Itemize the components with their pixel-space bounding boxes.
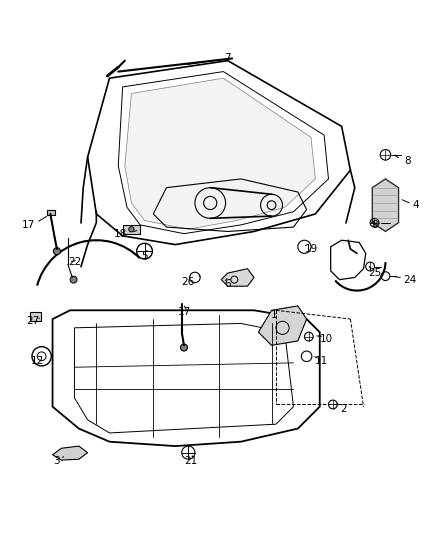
Text: 21: 21 bbox=[184, 456, 197, 466]
Circle shape bbox=[53, 248, 60, 255]
Text: 12: 12 bbox=[31, 356, 44, 366]
Polygon shape bbox=[258, 306, 307, 345]
FancyBboxPatch shape bbox=[123, 225, 140, 233]
Text: 17: 17 bbox=[177, 308, 191, 318]
Text: 26: 26 bbox=[182, 277, 195, 287]
Text: 18: 18 bbox=[114, 229, 127, 239]
Text: 17: 17 bbox=[22, 220, 35, 230]
Text: 6: 6 bbox=[224, 279, 231, 289]
Text: 5: 5 bbox=[141, 251, 148, 261]
Text: 1: 1 bbox=[270, 310, 277, 320]
Polygon shape bbox=[125, 78, 315, 229]
Text: 2: 2 bbox=[340, 404, 347, 414]
Text: 19: 19 bbox=[304, 244, 318, 254]
Text: 3: 3 bbox=[53, 456, 60, 466]
Text: 10: 10 bbox=[320, 334, 333, 344]
Polygon shape bbox=[53, 446, 88, 460]
FancyBboxPatch shape bbox=[47, 209, 55, 215]
Text: 7: 7 bbox=[224, 53, 231, 63]
Text: 8: 8 bbox=[371, 220, 378, 230]
Circle shape bbox=[129, 227, 134, 232]
Text: 8: 8 bbox=[404, 156, 411, 166]
Polygon shape bbox=[221, 269, 254, 286]
Text: 25: 25 bbox=[368, 268, 381, 278]
Text: 4: 4 bbox=[413, 200, 420, 210]
Polygon shape bbox=[372, 179, 399, 231]
Text: 22: 22 bbox=[68, 257, 81, 267]
Circle shape bbox=[70, 276, 77, 283]
Text: 24: 24 bbox=[403, 274, 416, 285]
Circle shape bbox=[180, 344, 187, 351]
FancyBboxPatch shape bbox=[30, 312, 41, 321]
Text: 27: 27 bbox=[26, 316, 39, 326]
Text: 11: 11 bbox=[315, 356, 328, 366]
